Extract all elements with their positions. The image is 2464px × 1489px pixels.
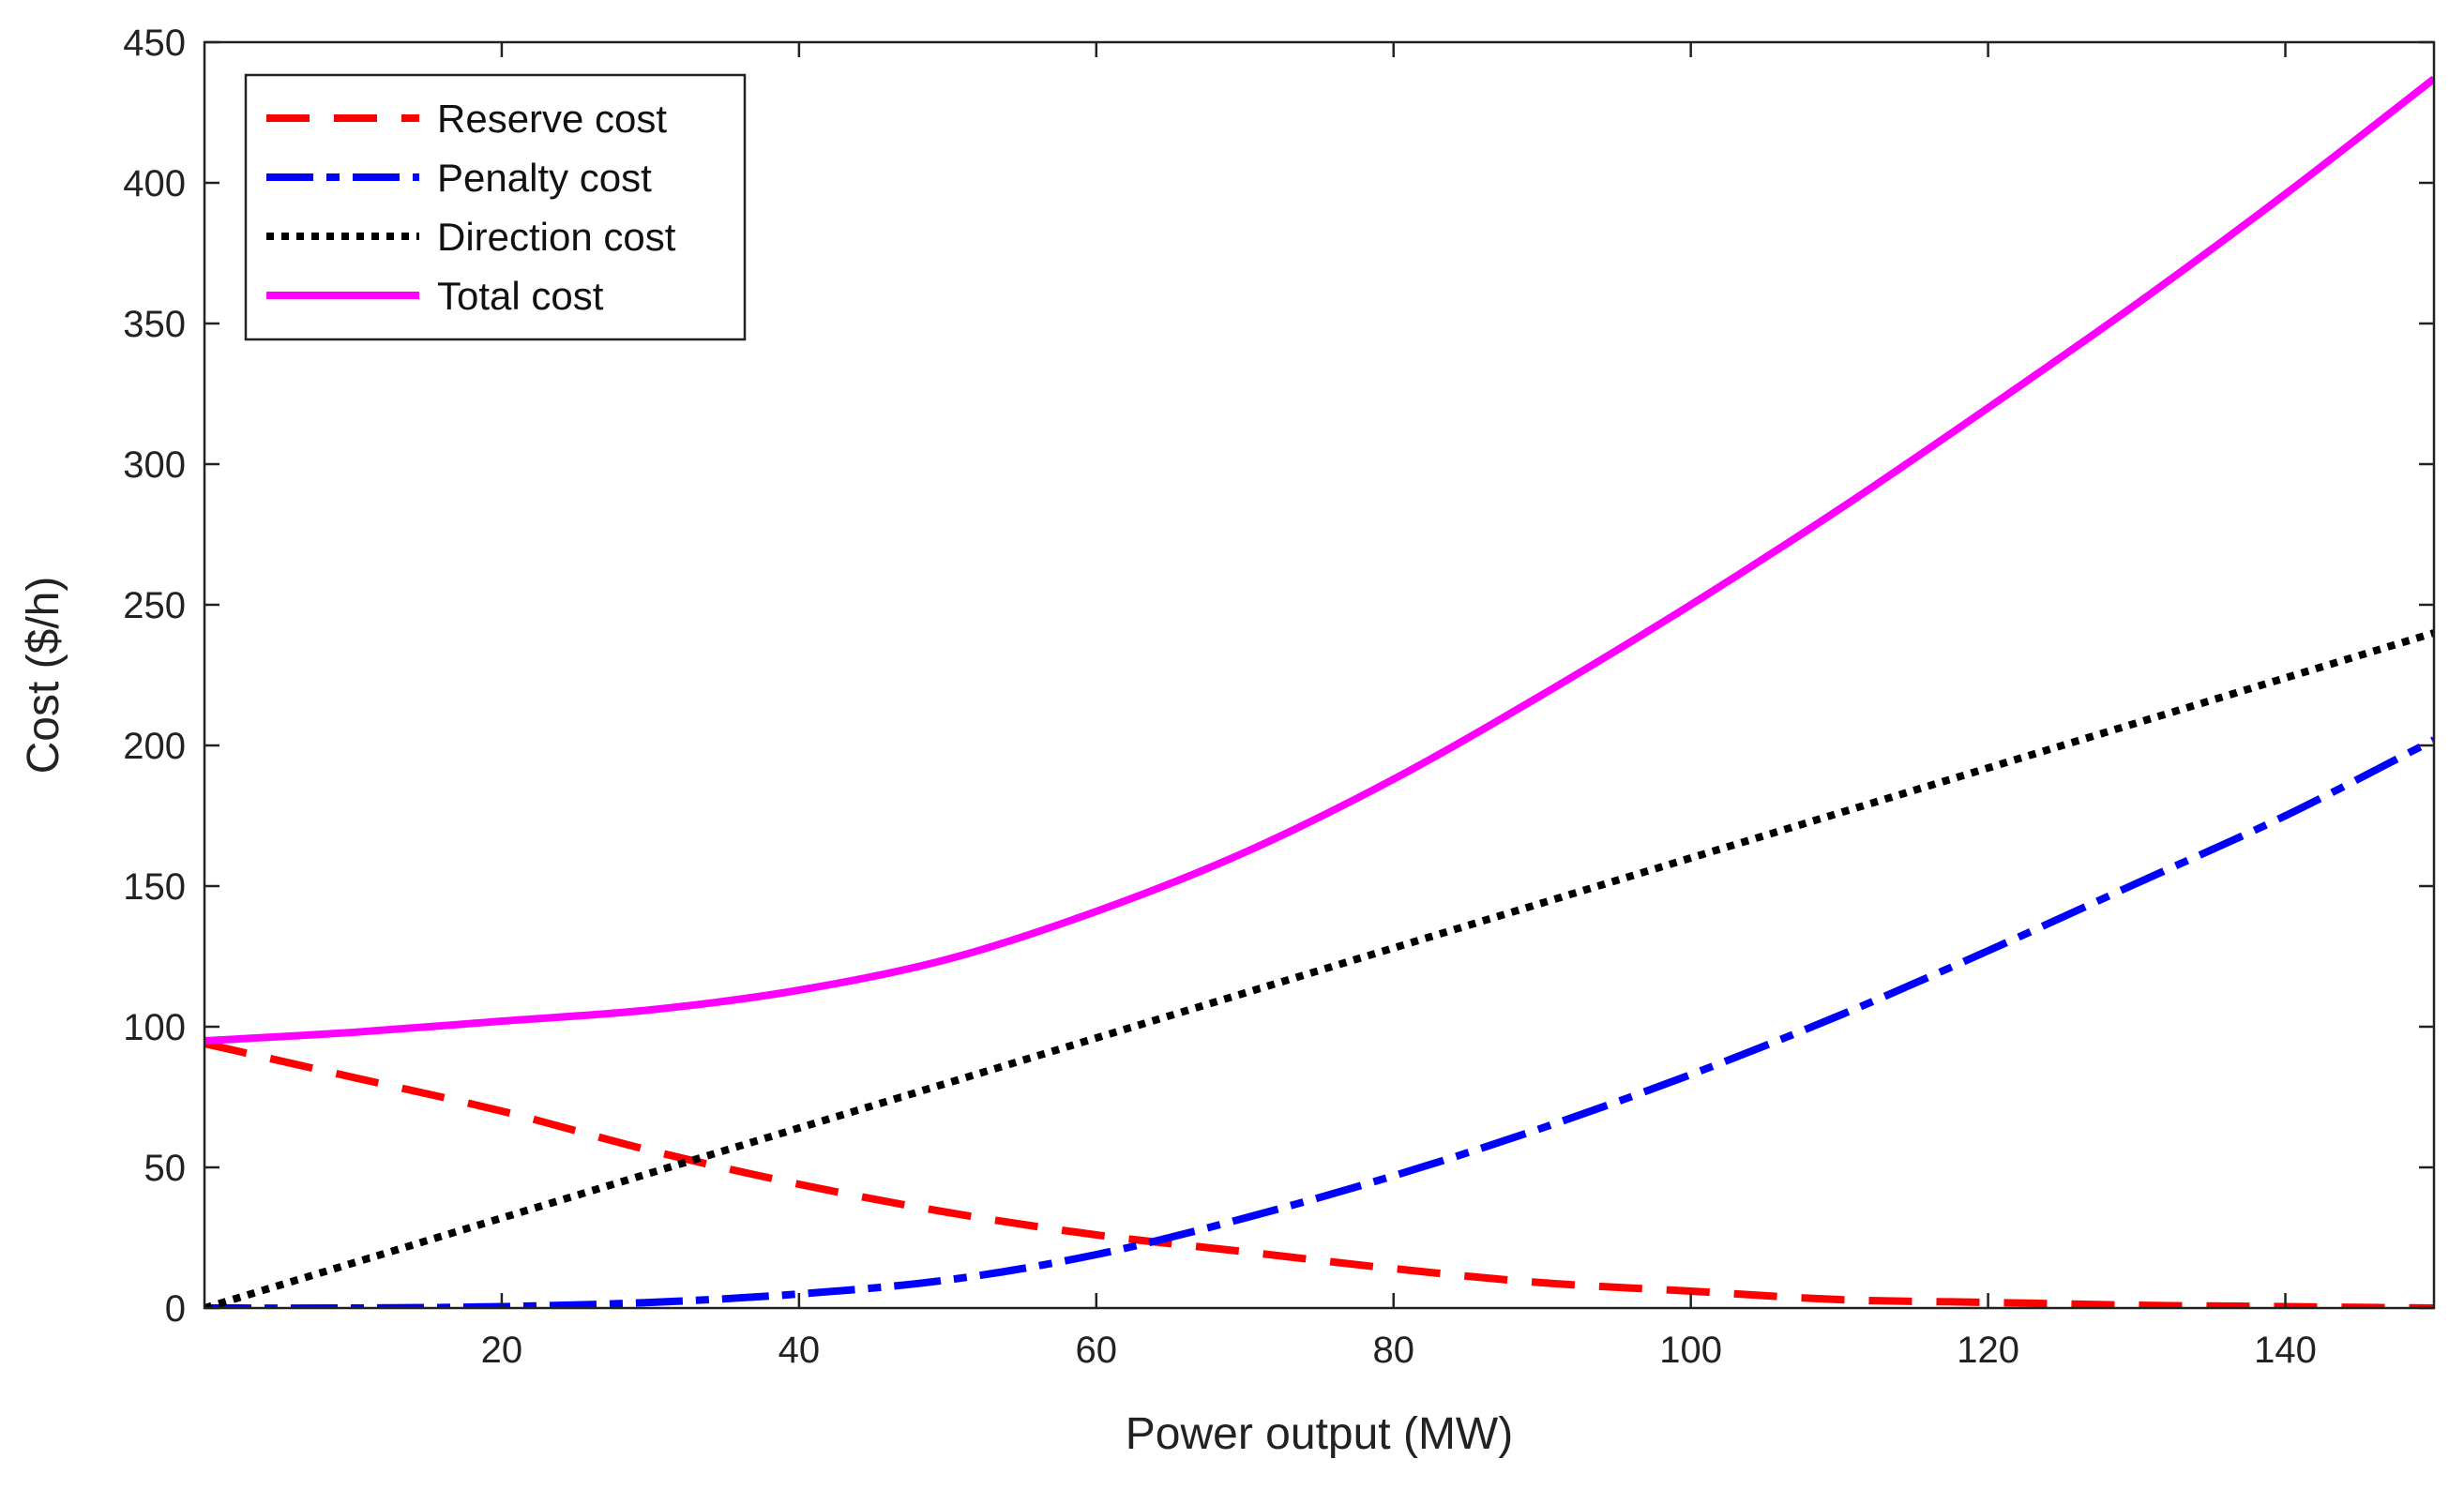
x-tick-label: 60 (1076, 1330, 1118, 1371)
legend-label-reserve-cost: Reserve cost (437, 97, 667, 141)
y-tick-label: 150 (123, 866, 186, 908)
y-tick-label: 450 (123, 23, 186, 64)
x-tick-label: 100 (1659, 1330, 1722, 1371)
y-tick-label: 50 (144, 1148, 187, 1189)
x-tick-label: 120 (1957, 1330, 2019, 1371)
series-group (204, 75, 2434, 1308)
y-tick-label: 100 (123, 1007, 186, 1048)
x-tick-label: 140 (2254, 1330, 2317, 1371)
plot-area (204, 75, 2434, 1308)
legend-label-direction-cost: Direction cost (437, 215, 676, 259)
y-tick-label: 400 (123, 163, 186, 204)
y-tick-label: 300 (123, 444, 186, 486)
legend: Reserve cost Penalty cost Direction cost To… (244, 73, 747, 341)
series-line-total-cost (204, 75, 2434, 1045)
x-axis-title: Power output (MW) (1126, 1409, 1513, 1459)
x-tick-label: 80 (1372, 1330, 1414, 1371)
axes: 20 40 60 80 100 120 140 0 50 100 150 200 250 300 350 40… (123, 23, 2436, 1371)
series-line-direction-cost (204, 629, 2434, 1308)
x-tick-label: 20 (481, 1330, 523, 1371)
y-tick-label: 200 (123, 726, 186, 767)
legend-label-total-cost: Total cost (437, 274, 604, 318)
y-tick-label: 350 (123, 304, 186, 345)
x-tick-label: 40 (779, 1330, 821, 1371)
y-axis-title: Cost ($/h) (19, 577, 68, 775)
y-tick-label: 250 (123, 585, 186, 626)
y-tick-label: 0 (165, 1288, 186, 1330)
series-line-penalty-cost (204, 736, 2434, 1308)
legend-label-penalty-cost: Penalty cost (437, 156, 652, 200)
plot-frame (203, 40, 2436, 1310)
